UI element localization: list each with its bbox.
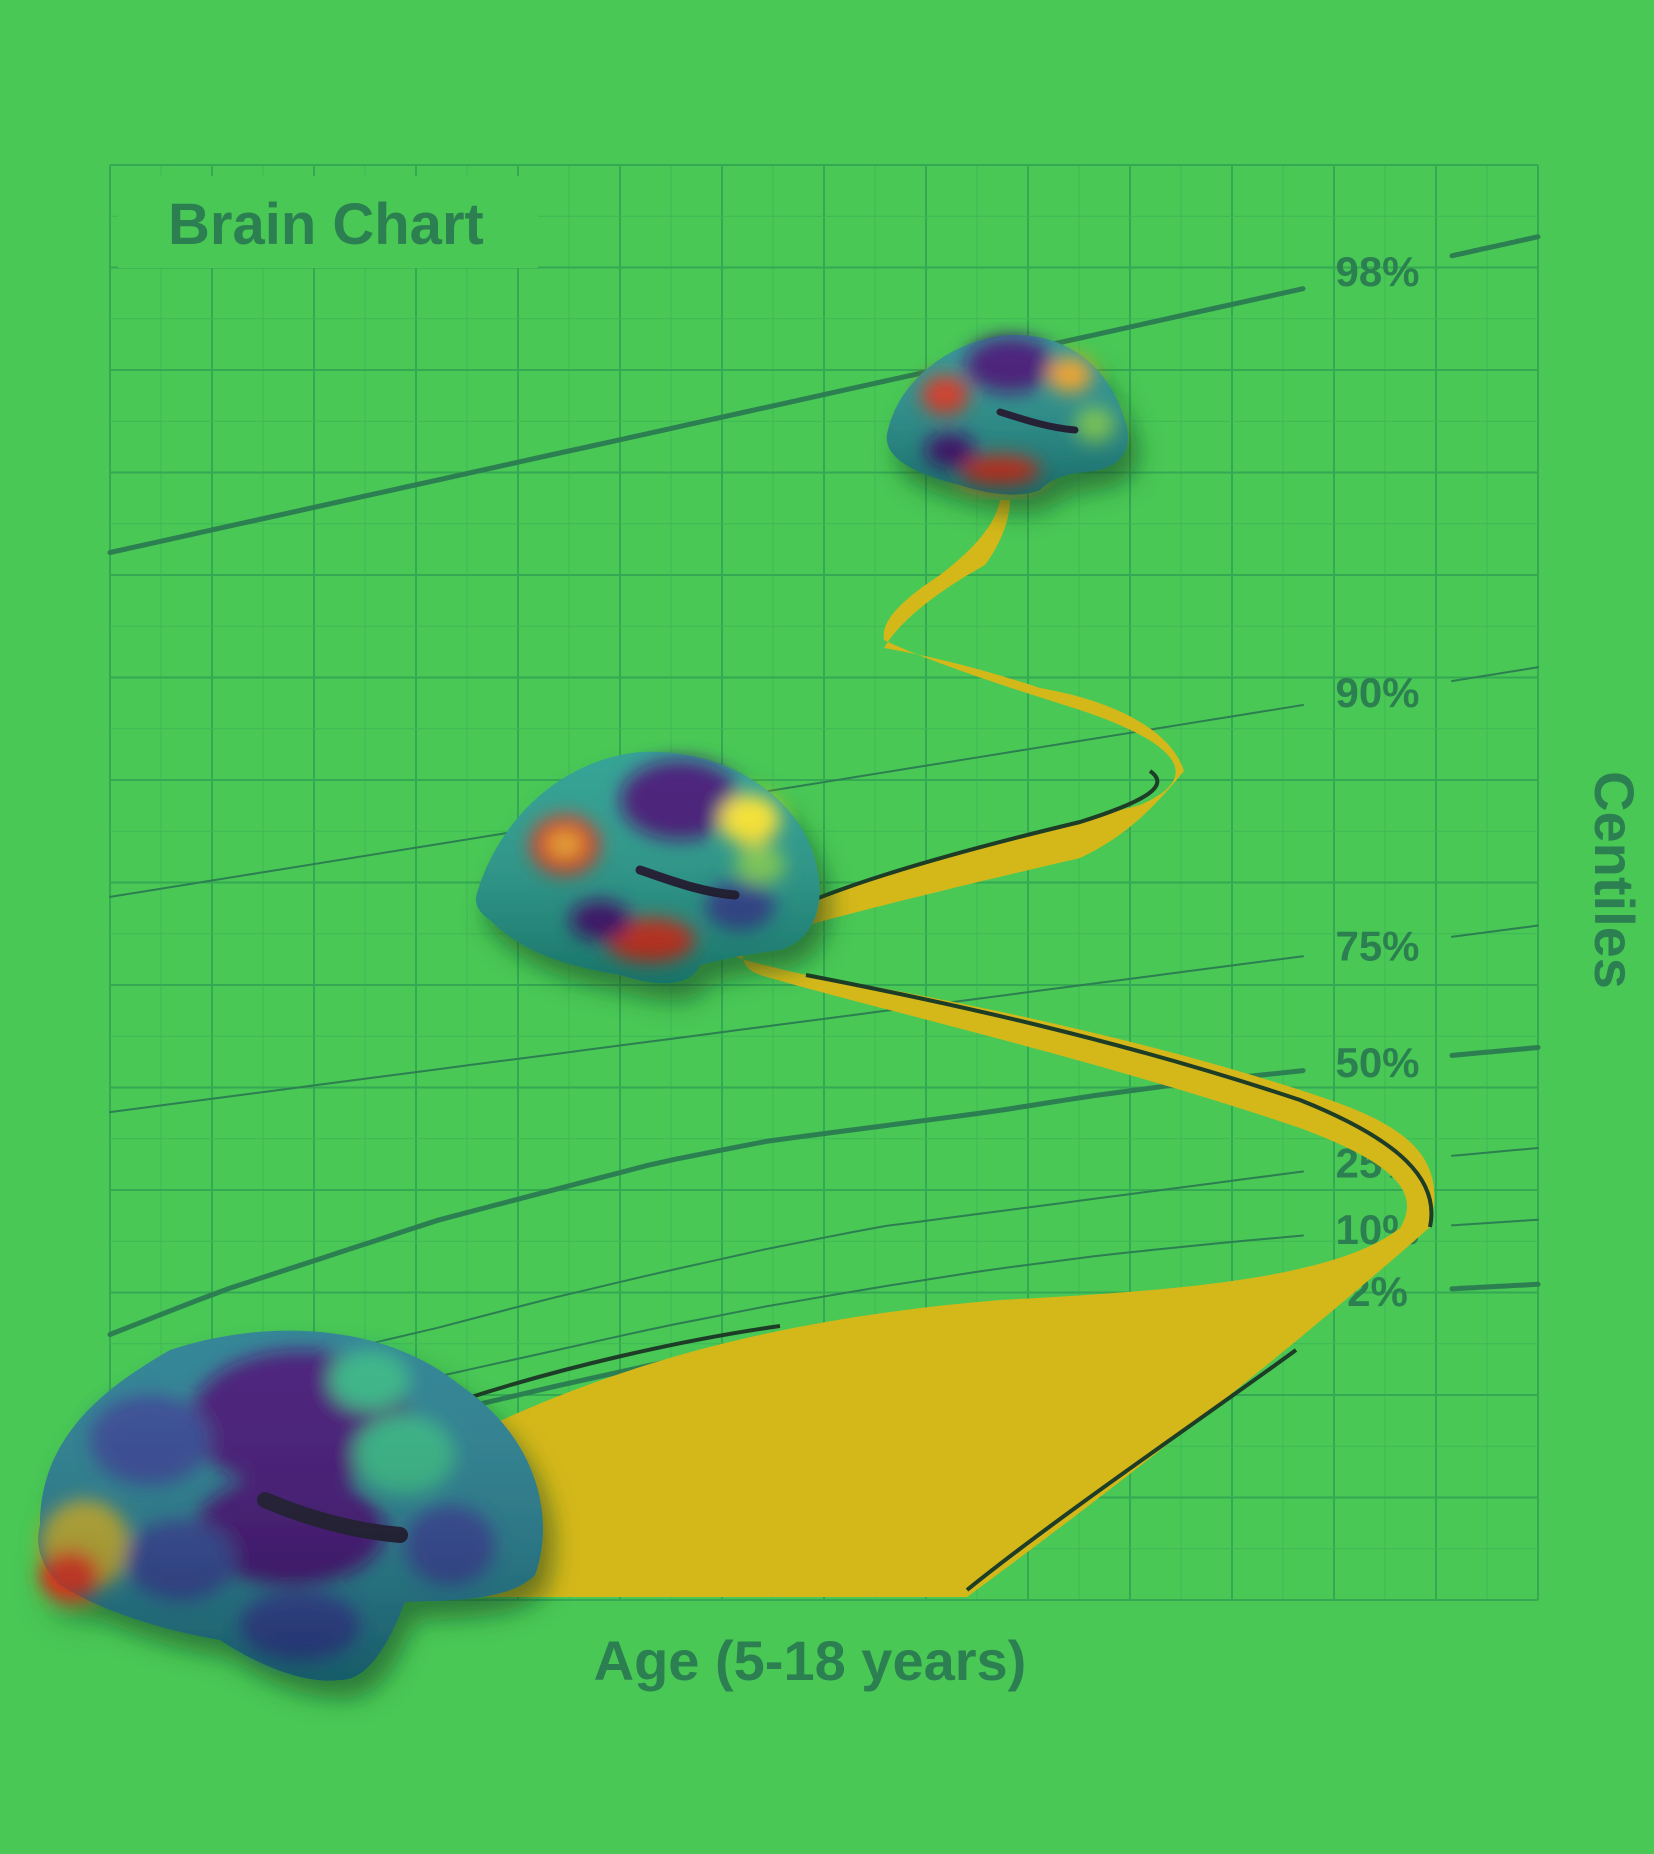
- title-plate: [118, 176, 538, 268]
- brain-image-medium: [475, 751, 820, 984]
- trajectory-edge-bend-90: [789, 769, 1160, 912]
- brain-large-shade: [38, 1330, 543, 1681]
- centile-label-98: 98%: [1335, 248, 1419, 295]
- growth-trajectory: [460, 500, 1435, 1597]
- centile-line-25-right: [1451, 1147, 1539, 1157]
- centile-line-50-right: [1449, 1045, 1541, 1058]
- brain-small-shade: [886, 334, 1129, 495]
- centile-label-75: 75%: [1335, 923, 1419, 970]
- centile-line-75: [109, 955, 1304, 1114]
- centile-line-2-right: [1449, 1281, 1541, 1292]
- trajectory-edge-lower: [965, 1348, 1298, 1592]
- y-axis-label: Centiles: [1583, 771, 1646, 989]
- centile-line-98: [107, 286, 1306, 555]
- trajectory-edge-bend-50: [805, 973, 1434, 1228]
- brain-image-small: [886, 334, 1129, 495]
- centile-label-90: 90%: [1335, 669, 1419, 716]
- centile-label-50: 50%: [1335, 1039, 1419, 1086]
- x-axis-label: Age (5-18 years): [594, 1629, 1027, 1692]
- centile-line-90-right: [1451, 666, 1539, 683]
- trajectory-ribbon: [460, 500, 1435, 1597]
- centile-line-50: [107, 1068, 1306, 1337]
- centile-line-98-right: [1449, 234, 1541, 259]
- centile-line-75-right: [1451, 924, 1539, 938]
- brain-image-large: [38, 1330, 543, 1681]
- brain-medium-shade: [475, 751, 820, 984]
- centile-line-10-right: [1451, 1218, 1539, 1227]
- chart-title: Brain Chart: [168, 192, 484, 257]
- trajectory-edge-upper: [461, 1324, 781, 1402]
